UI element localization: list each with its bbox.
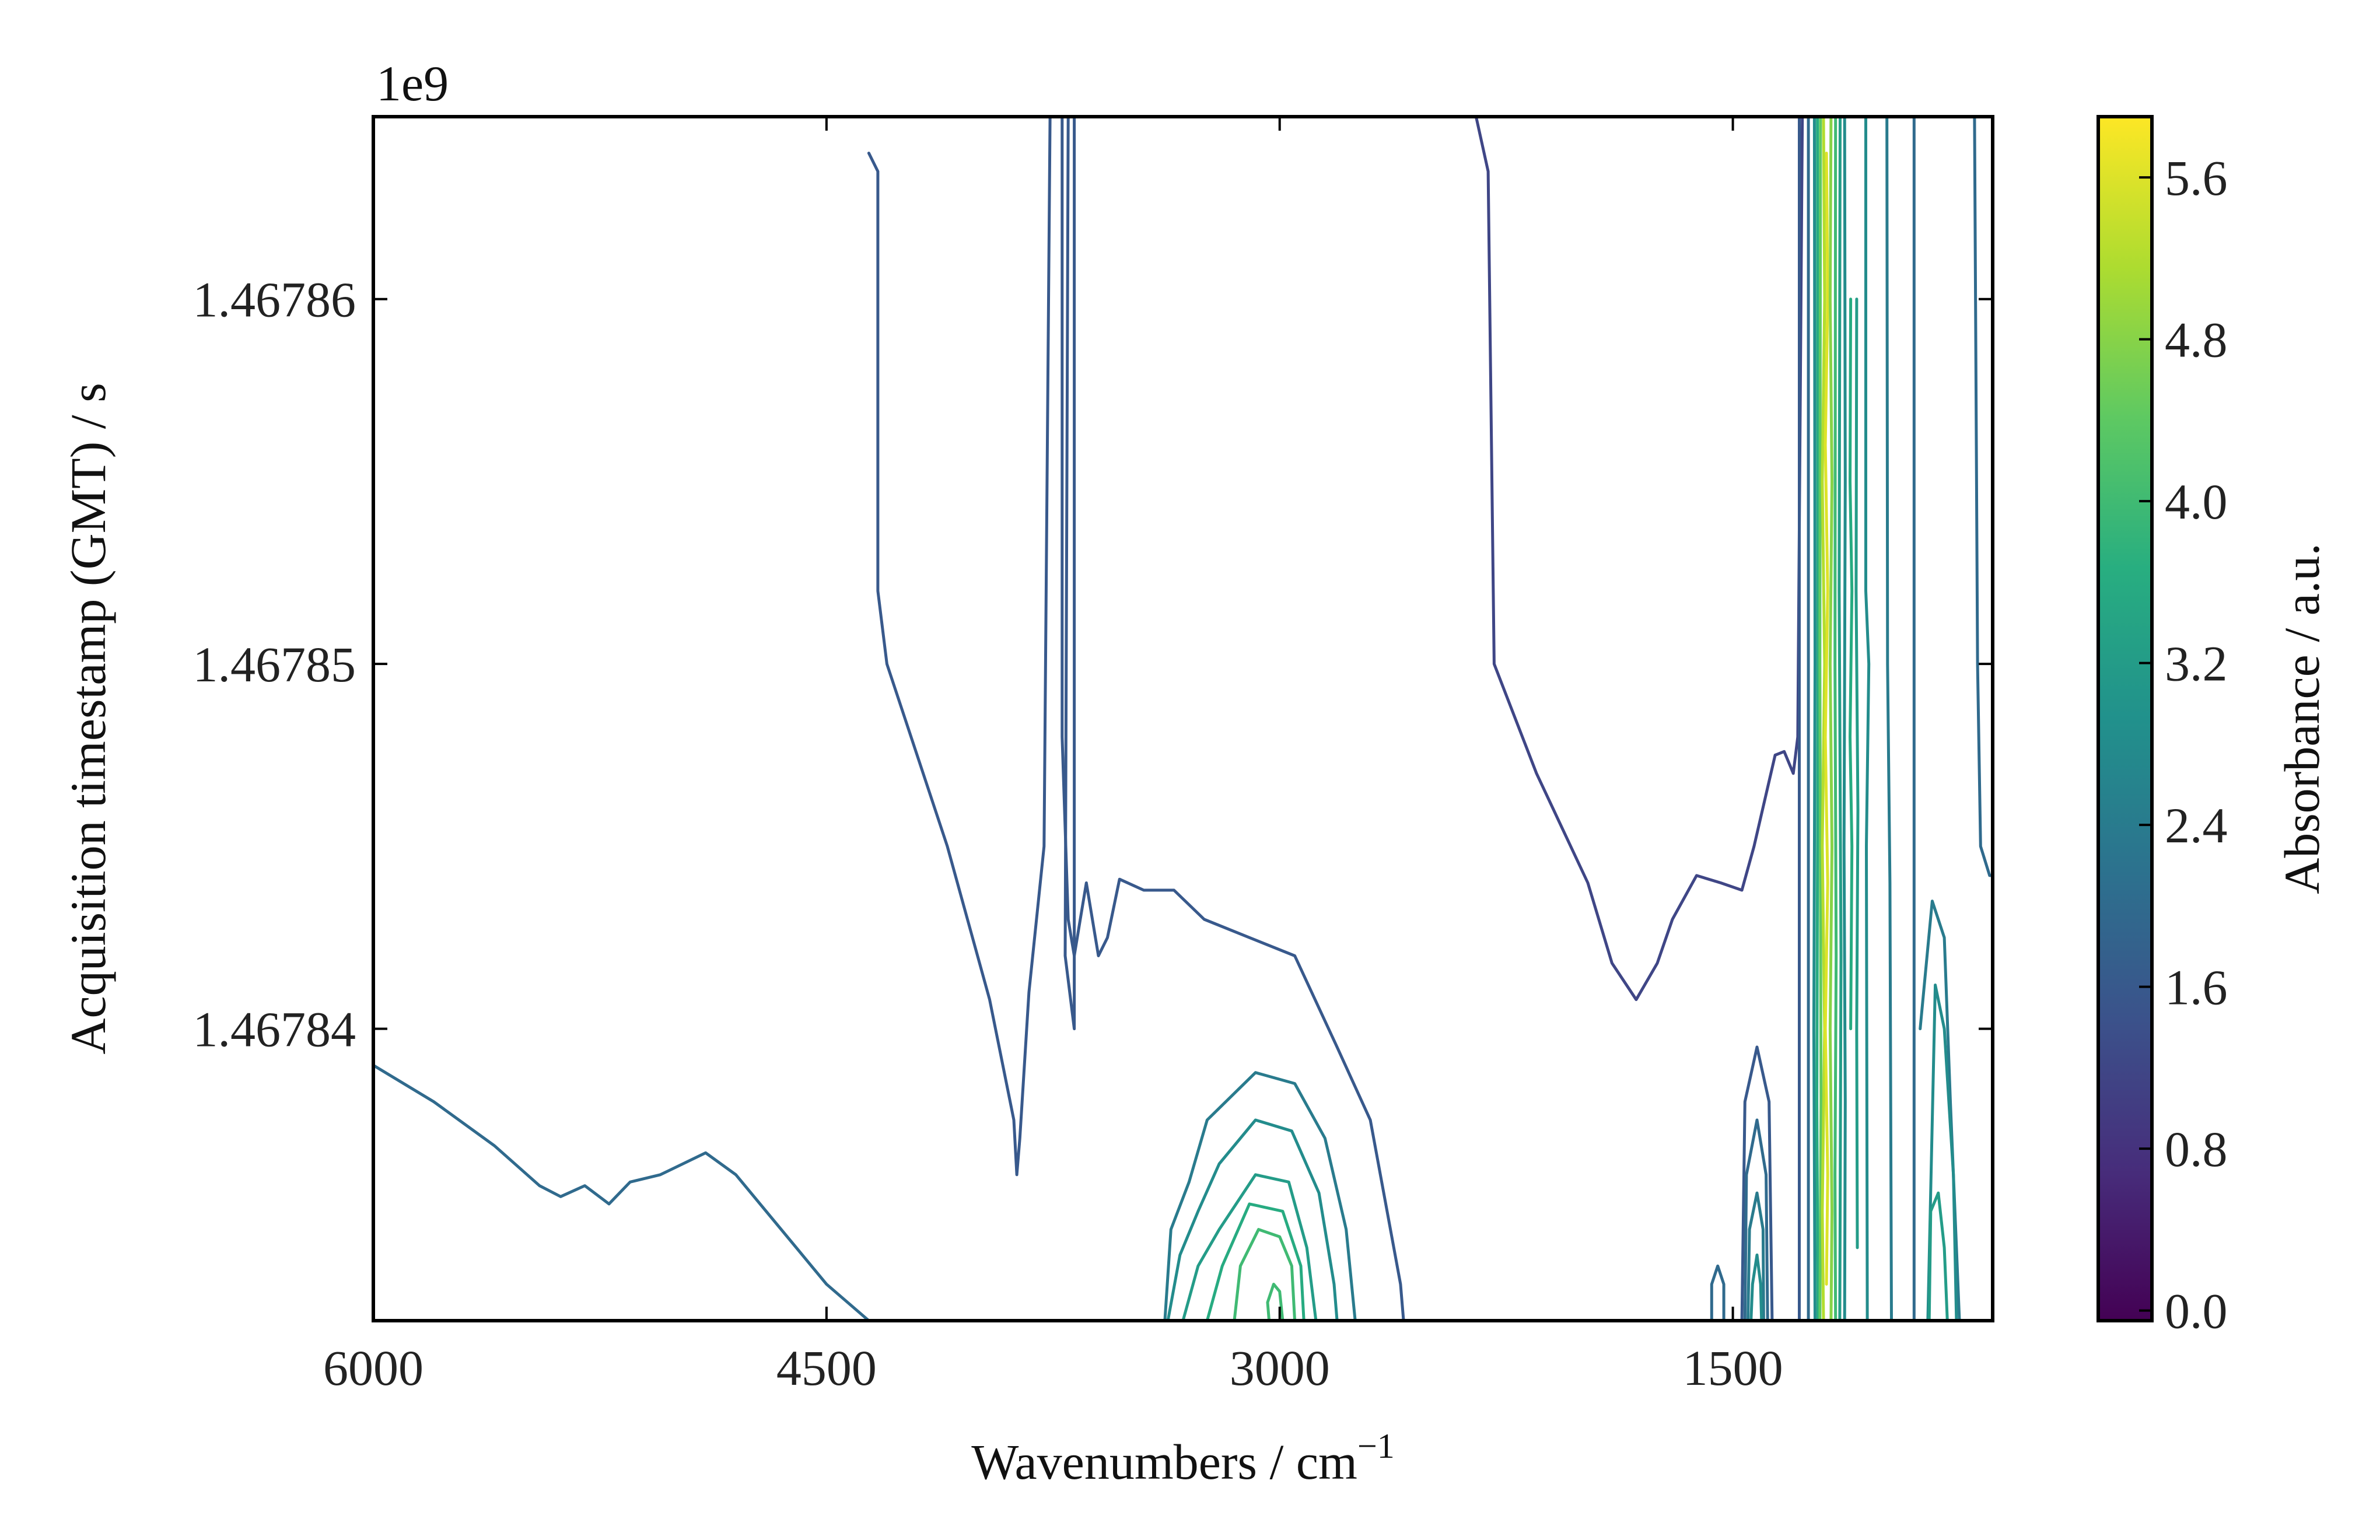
y-tick-label: 1.46784 (193, 1002, 356, 1058)
contour-lines (373, 117, 1993, 1321)
colorbar-tick-label: 3.2 (2165, 636, 2228, 692)
contour-line (1821, 117, 1826, 1321)
contour-line (1927, 1191, 1949, 1321)
contour-line (1818, 117, 1823, 1321)
contour-line (373, 1063, 870, 1321)
plot-frame (372, 115, 1994, 1322)
contour-line (1746, 1191, 1765, 1321)
contour-line (1163, 1071, 1357, 1321)
contour-line (1828, 117, 1833, 1321)
y-axis-label: Acquisition timestamp (GMT) / s (60, 383, 116, 1054)
colorbar-tick-label: 4.0 (2165, 474, 2228, 530)
contour-line (1849, 298, 1854, 1031)
contour-line (1060, 117, 1405, 1321)
contour-line (1885, 117, 1893, 1321)
y-offset-label: 1e9 (376, 55, 449, 111)
contour-line (867, 117, 1052, 1177)
contour-line (1919, 900, 1961, 1321)
colorbar (2096, 115, 2154, 1322)
contour-line (1474, 117, 1804, 1002)
x-axis-ticks: 6000 4500 3000 1500 (323, 117, 1783, 1396)
colorbar-tick-label: 1.6 (2165, 960, 2228, 1016)
y-tick-label: 1.46786 (193, 272, 356, 328)
x-tick-label: 3000 (1230, 1340, 1330, 1396)
contour-line (1833, 117, 1838, 1321)
contour-line (1815, 117, 1820, 1321)
colorbar-tick-label: 4.8 (2165, 312, 2228, 368)
contour-line (1824, 152, 1829, 1286)
colorbar-tick-label: 5.6 (2165, 150, 2228, 206)
y-axis-ticks: 1.46784 1.46785 1.46786 (193, 272, 1993, 1058)
x-tick-label: 1500 (1683, 1340, 1783, 1396)
y-tick-label: 1.46785 (193, 636, 356, 692)
contour-line (1854, 298, 1860, 1250)
contour-line (1740, 1045, 1774, 1321)
contour-line (1864, 117, 1871, 1321)
colorbar-label: Absorbance / a.u. (2274, 543, 2330, 894)
x-axis-label: Wavenumbers / cm−1 (971, 1427, 1395, 1490)
colorbar-tick-label: 0.8 (2165, 1121, 2228, 1177)
contour-line (1181, 1173, 1318, 1321)
colorbar-tick-label: 2.4 (2165, 797, 2228, 853)
contour-line (1063, 117, 1076, 1031)
contour-line (1166, 1118, 1339, 1321)
x-axis-label-superscript: −1 (1357, 1427, 1395, 1465)
contour-line (1743, 1118, 1769, 1321)
contour-line (1710, 1264, 1726, 1321)
contour-line (1926, 984, 1958, 1321)
contour-line (1205, 1202, 1306, 1321)
contour-line (1233, 1228, 1297, 1321)
contour-line (1749, 1253, 1763, 1321)
x-tick-label: 4500 (776, 1340, 877, 1396)
contour-line (1842, 117, 1847, 1321)
contour-line (1812, 117, 1817, 1321)
colorbar-tick-label: 0.0 (2165, 1283, 2228, 1339)
colorbar-ticks: 0.0 0.8 1.6 2.4 3.2 4.0 4.8 5.6 (2139, 150, 2228, 1339)
x-tick-label: 6000 (323, 1340, 424, 1396)
contour-line (1266, 1283, 1284, 1321)
contour-line (1973, 117, 1993, 877)
contour-line (1838, 117, 1843, 1321)
